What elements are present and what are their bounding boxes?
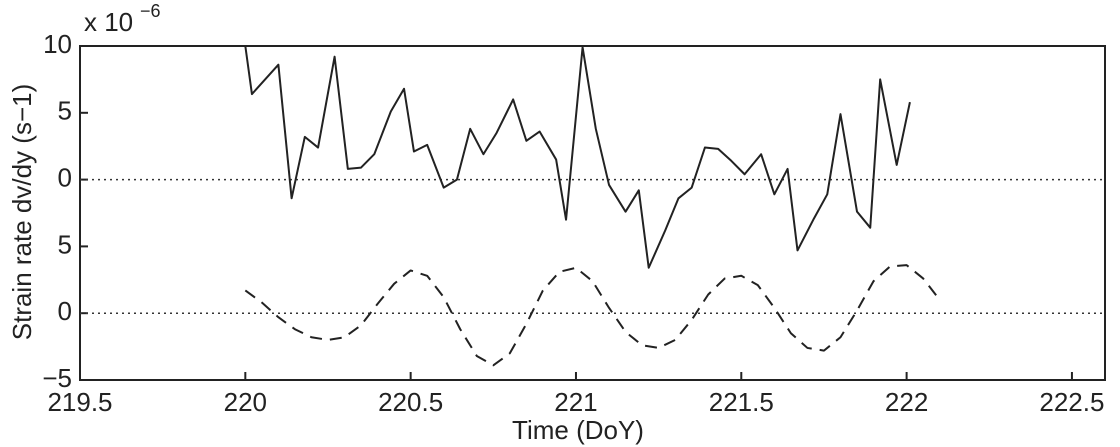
data-line	[244, 45, 911, 269]
y-tick-label: 0	[58, 162, 72, 192]
x-tick-label: 219.5	[47, 387, 112, 417]
y-tick-label: 5	[58, 96, 72, 126]
x-tick-label: 222.5	[1039, 387, 1104, 417]
x-tick-label: 221.5	[709, 387, 774, 417]
x-tick-label: 221	[554, 387, 597, 417]
x-tick-label: 220	[224, 387, 267, 417]
y-axis-label: Strain rate dv/dy (s−1)	[7, 84, 37, 341]
y-tick-label: 0	[58, 296, 72, 326]
y-exponent: −6	[140, 1, 161, 21]
y-tick-label: 10	[43, 29, 72, 59]
y-tick-label: 5	[58, 229, 72, 259]
dashed-line	[244, 264, 941, 367]
plot-frame	[79, 45, 1106, 381]
x-axis-label: Time (DoY)	[512, 415, 644, 445]
x-tick-label: 222	[885, 387, 928, 417]
y-multiplier: x 10	[84, 7, 133, 37]
x-tick-label: 220.5	[378, 387, 443, 417]
y-tick-label: −5	[42, 363, 72, 393]
